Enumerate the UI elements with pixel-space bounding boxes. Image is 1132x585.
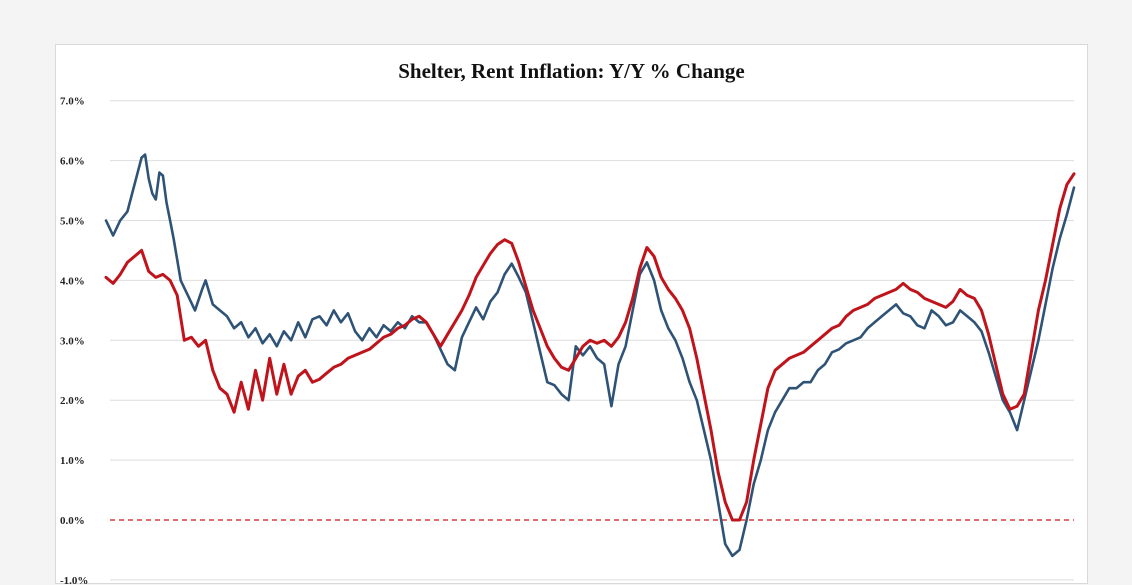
y-tick-label: 3.0% — [60, 335, 85, 347]
y-tick-label: 4.0% — [60, 275, 85, 287]
y-tick-label: 0.0% — [60, 515, 85, 527]
y-tick-label: 6.0% — [60, 156, 85, 168]
y-tick-label: -1.0% — [60, 575, 88, 585]
series-line-blue — [104, 153, 1076, 558]
y-tick-label: 7.0% — [60, 96, 85, 108]
line-chart: 7.0% 6.0% 5.0% 4.0% 3.0% 2.0% 1.0% 0.0% -1.0% — [60, 96, 1076, 585]
chart-title: Shelter, Rent Inflation: Y/Y % Change — [398, 59, 745, 83]
y-tick-label: 1.0% — [60, 455, 85, 467]
series-line-red — [104, 172, 1076, 522]
y-tick-label: 5.0% — [60, 216, 85, 228]
y-tick-label: 2.0% — [60, 395, 85, 407]
chart-panel: Shelter, Rent Inflation: Y/Y % Change 7.… — [55, 44, 1088, 585]
